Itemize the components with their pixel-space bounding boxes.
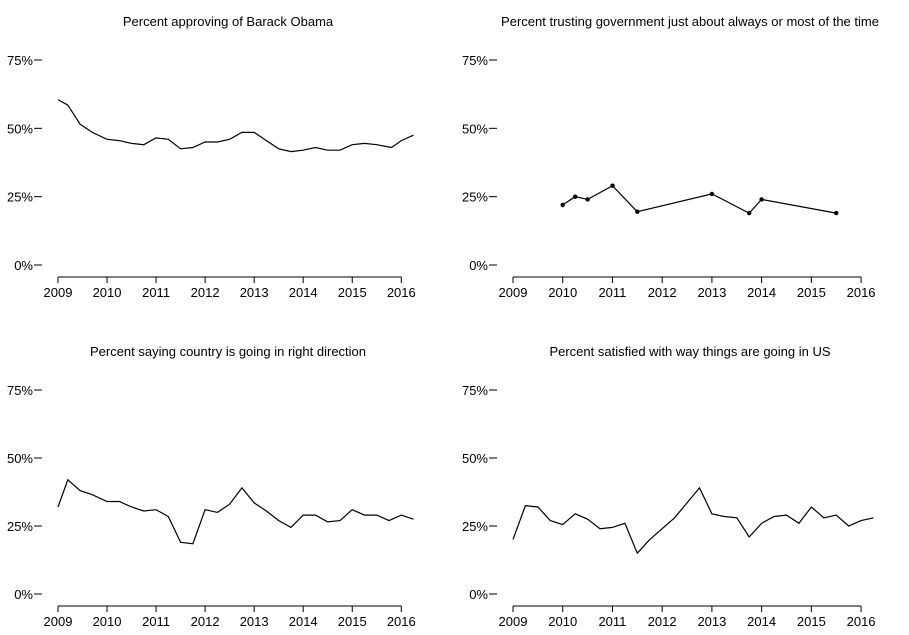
y-tick-label: 25% [462, 519, 488, 534]
chart-panel-1: Percent approving of Barack Obama 0% 25% 50… [7, 14, 416, 300]
series-line-1 [563, 186, 837, 213]
x-tick-label: 2013 [697, 614, 726, 629]
series-line-1 [513, 488, 874, 553]
y-tick-label: 0% [14, 258, 33, 273]
x-tick-label: 2009 [44, 614, 73, 629]
y-tick-label: 75% [462, 383, 488, 398]
data-point [759, 197, 763, 201]
x-tick-label: 2012 [648, 614, 677, 629]
x-tick-label: 2010 [548, 614, 577, 629]
x-tick-label: 2014 [289, 614, 318, 629]
x-tick-label: 2015 [797, 285, 826, 300]
x-tick-label: 2012 [191, 614, 220, 629]
x-tick-label: 2014 [747, 285, 776, 300]
y-tick-label: 50% [462, 121, 488, 136]
x-tick-label: 2014 [747, 614, 776, 629]
chart-panel-3: Percent saying country is going in right… [7, 344, 416, 629]
data-point [747, 211, 751, 215]
y-tick-label: 0% [469, 587, 488, 602]
x-tick-label: 2012 [191, 285, 220, 300]
x-tick-label: 2011 [142, 614, 170, 629]
chart-title: Percent satisfied with way things are go… [549, 344, 830, 359]
chart-panel-2: Percent trusting government just about a… [462, 14, 879, 300]
x-tick-label: 2015 [797, 614, 826, 629]
y-tick-label: 50% [462, 451, 488, 466]
x-tick-label: 2015 [338, 614, 367, 629]
y-tick-label: 75% [462, 53, 488, 68]
data-point [710, 192, 714, 196]
x-tick-label: 2016 [847, 285, 876, 300]
series-line-1 [58, 100, 414, 152]
data-point [573, 195, 577, 199]
y-tick-label: 75% [7, 53, 33, 68]
x-tick-label: 2013 [240, 285, 269, 300]
y-tick-label: 25% [7, 519, 33, 534]
chart-title: Percent approving of Barack Obama [123, 14, 334, 29]
x-tick-label: 2013 [240, 614, 269, 629]
chart-title: Percent saying country is going in right… [90, 344, 366, 359]
x-tick-label: 2009 [44, 285, 73, 300]
x-tick-label: 2013 [697, 285, 726, 300]
x-tick-label: 2010 [93, 614, 122, 629]
x-tick-label: 2012 [648, 285, 677, 300]
y-tick-label: 0% [469, 258, 488, 273]
y-tick-label: 50% [7, 121, 33, 136]
x-tick-label: 2011 [598, 614, 626, 629]
x-tick-label: 2011 [142, 285, 170, 300]
data-point [561, 203, 565, 207]
y-tick-label: 25% [7, 190, 33, 205]
y-tick-label: 25% [462, 190, 488, 205]
y-tick-label: 0% [14, 587, 33, 602]
x-tick-label: 2014 [289, 285, 318, 300]
data-point [585, 197, 589, 201]
x-tick-label: 2016 [387, 285, 416, 300]
data-point [834, 211, 838, 215]
y-tick-label: 50% [7, 451, 33, 466]
x-tick-label: 2009 [499, 614, 528, 629]
data-point [610, 184, 614, 188]
x-tick-label: 2016 [387, 614, 416, 629]
series-line-1 [58, 480, 414, 544]
x-tick-label: 2010 [548, 285, 577, 300]
x-tick-label: 2016 [847, 614, 876, 629]
chart-title: Percent trusting government just about a… [501, 14, 879, 29]
data-point [635, 210, 639, 214]
y-tick-label: 75% [7, 383, 33, 398]
x-tick-label: 2015 [338, 285, 367, 300]
x-tick-label: 2009 [499, 285, 528, 300]
x-tick-label: 2010 [93, 285, 122, 300]
chart-panel-4: Percent satisfied with way things are go… [462, 344, 876, 629]
x-tick-label: 2011 [598, 285, 626, 300]
